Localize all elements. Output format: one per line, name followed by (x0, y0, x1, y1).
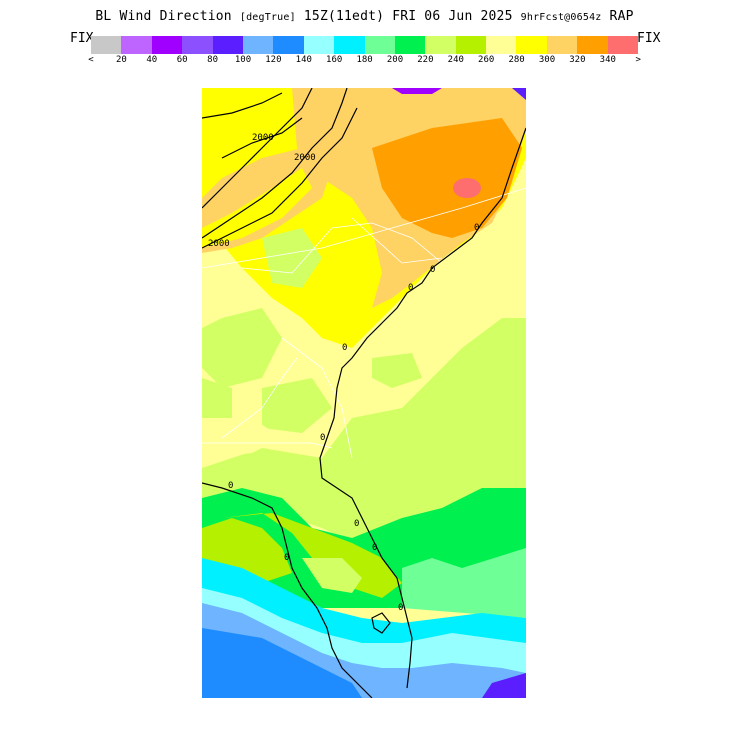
color-swatch (546, 36, 578, 54)
color-swatch (242, 36, 274, 54)
contour-label: 0 (342, 343, 347, 353)
color-swatch (303, 36, 335, 54)
scale-tick-label: 160 (326, 55, 343, 65)
region-blue (202, 628, 362, 698)
scale-tick-label: 180 (356, 55, 373, 65)
title-main: BL Wind Direction (95, 9, 232, 24)
scale-tick-label: 40 (146, 55, 158, 65)
contour-label: 0 (372, 543, 377, 553)
region-lightyellow-w (202, 418, 282, 458)
scale-tick-label: 140 (295, 55, 312, 65)
color-swatch (577, 36, 608, 54)
contour-label: 2000 (252, 133, 274, 143)
color-swatch (334, 36, 365, 54)
scale-tick-label: 240 (447, 55, 464, 65)
region-green-w2 (262, 228, 322, 288)
legend-fix-left: FIX (70, 31, 94, 46)
color-swatch (151, 36, 183, 54)
color-swatch (516, 36, 547, 54)
scale-tick-label: 280 (508, 55, 525, 65)
region-green-east2 (372, 353, 422, 388)
color-swatch (121, 36, 152, 54)
scale-tick-label: 100 (234, 55, 252, 65)
region-indigo-ne (512, 88, 526, 100)
region-indigo-se (482, 673, 526, 698)
scale-tick-label: 220 (417, 55, 434, 65)
contour-label: 2000 (294, 153, 316, 163)
state-boundaries (202, 187, 526, 459)
color-swatch (91, 36, 122, 54)
contour-label: 0 (284, 553, 289, 563)
contour-label: 0 (474, 223, 479, 233)
scale-tick-label: 340 (599, 55, 616, 65)
contour-label: 0 (430, 265, 435, 275)
scale-tick-label: 260 (478, 55, 495, 65)
region-pink (453, 178, 481, 198)
scale-tick-label: 300 (538, 55, 556, 65)
region-green-w4 (262, 378, 332, 433)
scale-tick-label: 20 (115, 55, 127, 65)
contour-lines (202, 88, 526, 698)
region-green-w1 (202, 308, 282, 388)
color-swatch (273, 36, 304, 54)
color-scale-ticks: <20 40 60 80 100 120 140 160 180 200 220 240 260 280 3… (88, 55, 641, 67)
color-swatch (455, 36, 487, 54)
scale-tick-label: 120 (265, 55, 282, 65)
color-swatch (486, 36, 517, 54)
title-time: 15Z(11edt) (303, 9, 385, 24)
contour-label: 0 (228, 481, 233, 491)
contour-label: 0 (320, 433, 325, 443)
title-forecast: 9hrFcst@0654z (520, 12, 602, 23)
color-swatch (607, 36, 639, 54)
region-purple-n (392, 88, 442, 94)
region-orange (372, 118, 522, 238)
contour-label: 2000 (208, 239, 230, 249)
region-lime-patch (302, 558, 362, 593)
title-date: FRI 06 Jun 2025 (392, 9, 513, 24)
contour-label: 0 (408, 283, 413, 293)
color-swatch (212, 36, 243, 54)
scale-tick-label: 200 (386, 55, 404, 65)
scale-tick-label: > (635, 55, 641, 65)
scale-tick-label: 60 (176, 55, 188, 65)
color-swatch (364, 36, 395, 54)
region-mint (402, 548, 526, 618)
color-scale (91, 36, 639, 54)
scale-tick-label: 80 (207, 55, 219, 65)
legend-fix-right: FIX (637, 31, 661, 46)
title-units: [degTrue] (239, 12, 296, 23)
contour-label-group: 2000 2000 2000 0 0 0 0 0 0 0 0 0 0 (208, 133, 479, 613)
scale-tick-label: 320 (569, 55, 586, 65)
region-green-east (202, 318, 526, 558)
region-green-w3 (202, 378, 232, 423)
scale-tick-label: < (88, 55, 94, 65)
color-swatch (425, 36, 456, 54)
wind-direction-map: 2000 2000 2000 0 0 0 0 0 0 0 0 0 0 (202, 88, 526, 698)
map-svg: 2000 2000 2000 0 0 0 0 0 0 0 0 0 0 (202, 88, 526, 698)
color-swatch (182, 36, 213, 54)
title-model: RAP (609, 9, 634, 24)
contour-label: 0 (354, 519, 359, 529)
contour-label: 0 (398, 603, 403, 613)
region-yellow-band (202, 168, 312, 248)
chart-title: BL Wind Direction [degTrue] 15Z(11edt) F… (0, 9, 729, 24)
color-swatch (394, 36, 426, 54)
